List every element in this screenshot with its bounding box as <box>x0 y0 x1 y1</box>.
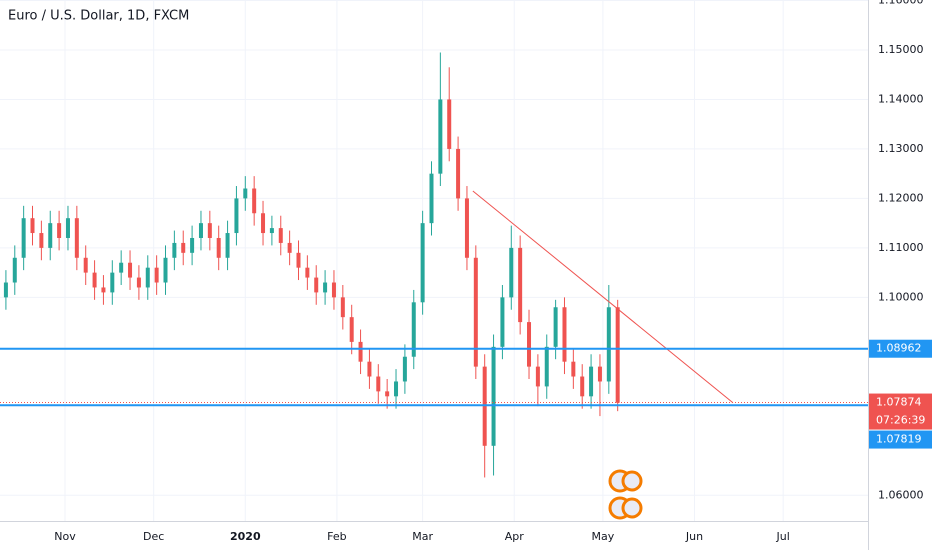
candle-body <box>119 262 124 273</box>
candle-body <box>163 257 168 283</box>
candle-body <box>376 376 381 392</box>
candle-body <box>207 223 212 238</box>
x-tick-label: Feb <box>327 530 346 543</box>
candle-body <box>411 302 416 357</box>
y-tick-label: 1.12000 <box>878 191 924 204</box>
candle-body <box>340 297 345 318</box>
y-tick-label: 1.10000 <box>878 290 924 303</box>
candle-body <box>234 198 239 234</box>
candle-body <box>12 257 17 283</box>
countdown-label: 07:26:39 <box>876 414 925 427</box>
x-tick-label: Dec <box>143 530 164 543</box>
candle-body <box>287 242 292 253</box>
candle-body <box>544 346 549 387</box>
trendline <box>472 190 734 404</box>
chart-title: Euro / U.S. Dollar, 1D, FXCM <box>8 9 189 24</box>
candle-body <box>447 99 452 149</box>
x-tick-label: 2020 <box>230 530 261 543</box>
x-tick-label: Jun <box>685 530 703 543</box>
candle-body <box>500 297 505 347</box>
y-tick-label: 1.15000 <box>878 43 924 56</box>
candle-body <box>30 218 35 234</box>
candle-body <box>65 218 70 238</box>
candle-body <box>331 282 336 298</box>
candle-body <box>278 228 283 243</box>
x-tick-label: Jul <box>776 530 790 543</box>
candle-body <box>190 237 195 253</box>
candle-body <box>527 322 532 367</box>
candle-body <box>606 307 611 382</box>
candle-body <box>597 366 602 382</box>
candle-body <box>198 223 203 238</box>
candle-body <box>402 356 407 382</box>
last-price-label: 1.07874 <box>876 396 922 409</box>
candle-body <box>456 148 461 199</box>
candle-body <box>57 223 62 238</box>
y-tick-label: 1.14000 <box>878 92 924 105</box>
candle-body <box>358 341 363 362</box>
candle-body <box>323 282 328 293</box>
candle-body <box>269 228 274 234</box>
candle-body <box>296 252 301 268</box>
y-tick-label: 1.16000 <box>878 0 924 6</box>
candle-body <box>243 188 248 199</box>
candle-body <box>420 223 425 303</box>
candle-body <box>553 307 558 347</box>
candle-body <box>3 282 8 298</box>
candle-body <box>562 307 567 362</box>
candle-body <box>252 188 257 214</box>
last-price-box <box>869 393 932 430</box>
logo <box>608 469 643 520</box>
candle-body <box>349 317 354 342</box>
candle-body <box>225 233 230 258</box>
candle-body <box>101 287 106 293</box>
candle-body <box>571 361 576 377</box>
candle-body <box>589 366 594 397</box>
candle-body <box>21 218 26 258</box>
candle-body <box>145 267 150 288</box>
x-tick-label: May <box>592 530 615 543</box>
candle-body <box>314 277 319 293</box>
y-tick-label: 1.13000 <box>878 142 924 155</box>
candle-body <box>473 257 478 367</box>
candle-body <box>110 272 115 293</box>
candle-body <box>261 213 266 234</box>
candle-body <box>535 366 540 387</box>
candle-body <box>438 99 443 174</box>
candle-body <box>128 262 133 278</box>
candle-body <box>518 247 523 323</box>
candle-body <box>136 277 141 288</box>
candle-body <box>48 223 53 248</box>
y-tick-label: 1.06000 <box>878 488 924 501</box>
candle-body <box>74 218 79 258</box>
candle-body <box>385 391 390 397</box>
level-label: 1.07819 <box>876 433 922 446</box>
candle-body <box>305 267 310 278</box>
candle-body <box>154 267 159 283</box>
candle-body <box>92 272 97 288</box>
candle-body <box>464 198 469 258</box>
candle-body <box>429 173 434 224</box>
candle-body <box>216 237 221 258</box>
candle-body <box>615 307 620 403</box>
y-tick-label: 1.11000 <box>878 241 924 254</box>
candle-body <box>580 376 585 397</box>
candle-body <box>509 247 514 298</box>
level-label: 1.08962 <box>876 342 922 355</box>
candle-body <box>83 257 88 273</box>
level-label-box <box>869 430 932 449</box>
candle-body <box>172 242 177 258</box>
x-tick-label: Apr <box>505 530 525 543</box>
x-tick-label: Mar <box>412 530 433 543</box>
candle-body <box>367 361 372 377</box>
level-label-box <box>869 339 932 358</box>
candle-body <box>39 233 44 248</box>
candle-body <box>181 242 186 253</box>
candle-body <box>491 346 496 446</box>
x-tick-label: Nov <box>54 530 76 543</box>
candle-body <box>394 381 399 397</box>
